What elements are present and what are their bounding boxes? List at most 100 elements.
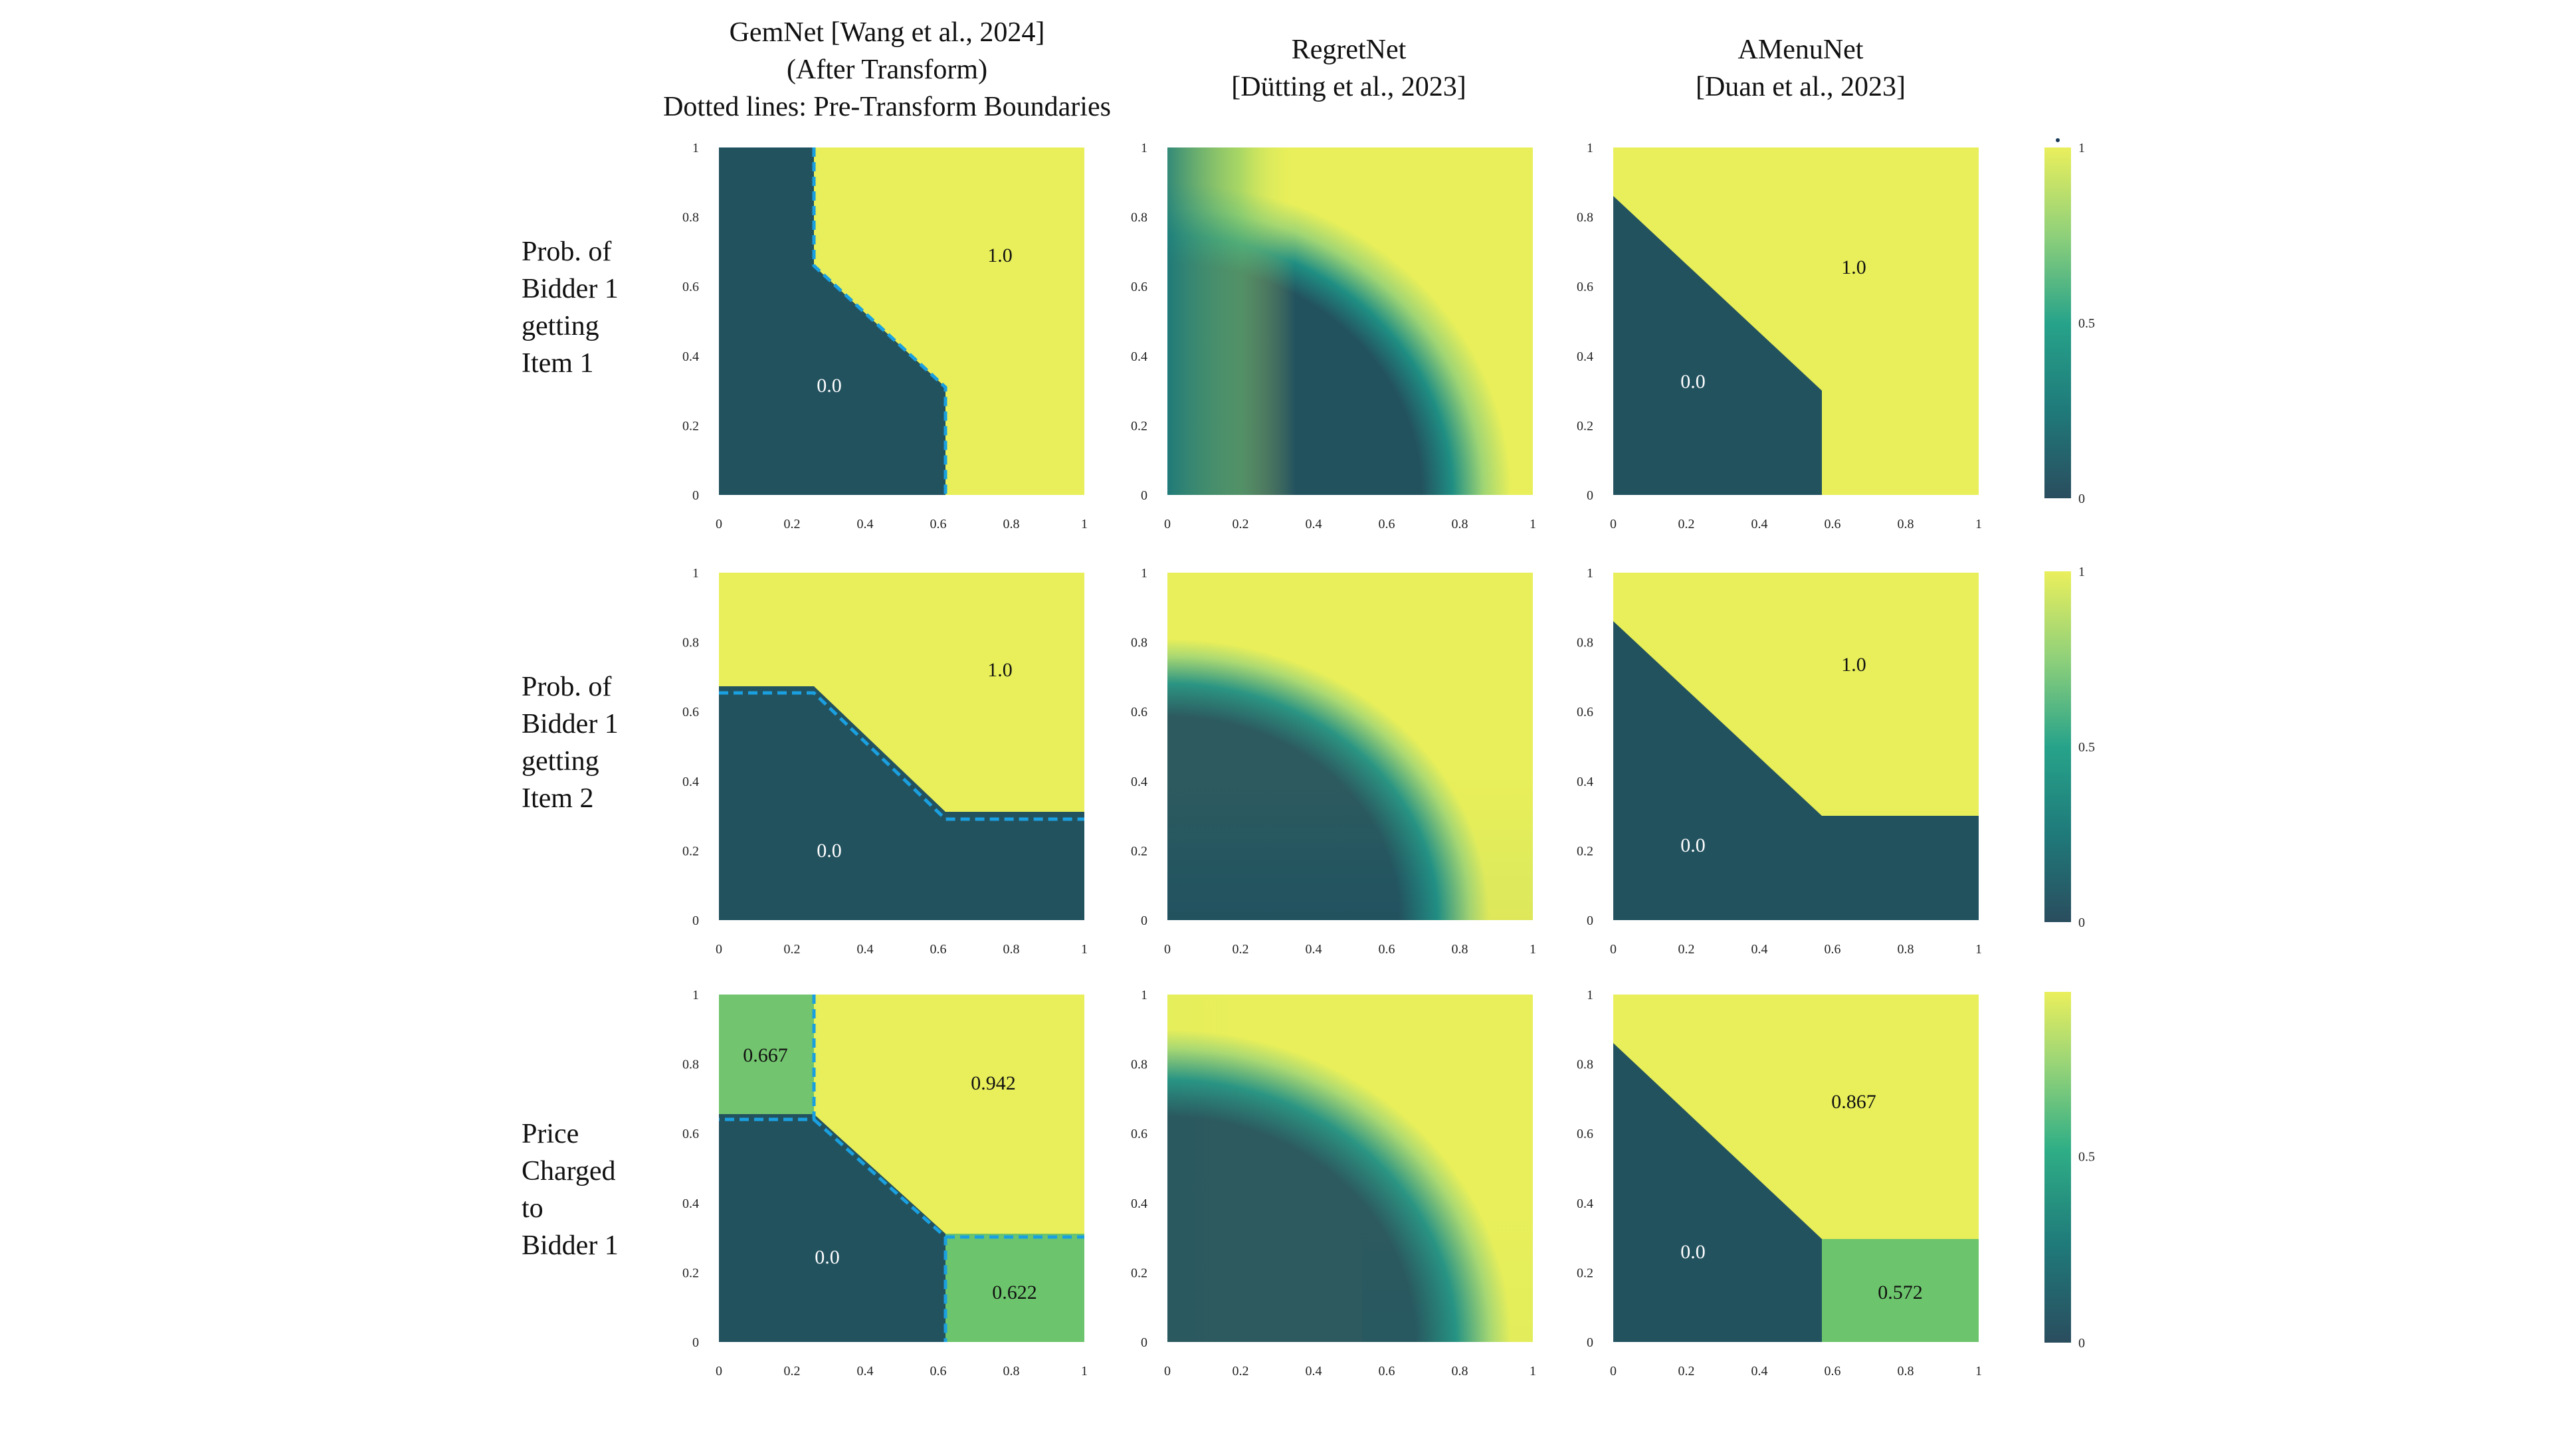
colorbar-tick-label: 0 xyxy=(2078,915,2085,930)
region-mid xyxy=(719,995,814,1114)
smooth-field xyxy=(1167,573,1533,920)
y-tick-label: 0.6 xyxy=(682,705,699,719)
region-label: 1.0 xyxy=(1841,654,1866,676)
x-tick-label: 0.8 xyxy=(1452,942,1468,957)
y-tick-label: 0.6 xyxy=(682,280,699,294)
y-tick-label: 0.2 xyxy=(1131,1266,1147,1280)
y-tick-label: 0.8 xyxy=(682,211,699,225)
colorbar-tick-label: 1 xyxy=(2078,565,2085,579)
region-label: 1.0 xyxy=(987,659,1013,681)
y-tick-label: 0.6 xyxy=(1577,705,1593,719)
y-tick-label: 0.4 xyxy=(682,1196,699,1211)
y-tick-label: 1 xyxy=(1141,988,1147,1002)
y-tick-label: 0 xyxy=(1141,488,1147,503)
row-label-line: Price xyxy=(522,1119,579,1149)
row-label-line: Bidder 1 xyxy=(522,709,619,739)
colorbar-marker xyxy=(2056,138,2060,142)
y-tick-label: 0.8 xyxy=(1577,1058,1593,1072)
y-tick-label: 0.2 xyxy=(682,844,699,858)
y-tick-label: 0.8 xyxy=(1577,211,1593,225)
y-tick-label: 0.6 xyxy=(682,1127,699,1141)
column-title-line: GemNet [Wang et al., 2024] xyxy=(730,17,1045,48)
x-tick-label: 0 xyxy=(1164,1364,1171,1379)
region-label: 0.622 xyxy=(992,1282,1037,1303)
region-label: 0.942 xyxy=(971,1072,1016,1094)
y-tick-label: 0.6 xyxy=(1131,1127,1147,1141)
colorbar xyxy=(2044,147,2071,498)
row-label-line: getting xyxy=(522,746,599,777)
pre-transform-boundary xyxy=(719,691,1084,821)
x-tick-label: 0.6 xyxy=(1825,942,1841,957)
y-tick-label: 0.8 xyxy=(1577,636,1593,650)
x-tick-label: 0 xyxy=(716,1364,722,1379)
row-label-line: to xyxy=(522,1193,544,1224)
region-label: 1.0 xyxy=(987,244,1013,266)
region-label: 0.572 xyxy=(1878,1282,1923,1303)
y-tick-label: 0.2 xyxy=(1577,419,1593,433)
x-tick-label: 0.4 xyxy=(1306,942,1322,957)
y-tick-label: 1 xyxy=(692,141,699,155)
y-tick-label: 0.8 xyxy=(682,636,699,650)
y-tick-label: 0 xyxy=(692,913,699,928)
x-tick-label: 0.2 xyxy=(1678,1364,1695,1379)
region-label: 0.0 xyxy=(815,1246,840,1268)
y-tick-label: 0.2 xyxy=(682,419,699,433)
y-tick-label: 0.4 xyxy=(1577,349,1593,364)
column-title-line: [Duan et al., 2023] xyxy=(1696,72,1906,102)
x-tick-label: 0.2 xyxy=(784,517,801,531)
y-tick-label: 0.6 xyxy=(1131,705,1147,719)
column-title-line: Dotted lines: Pre-Transform Boundaries xyxy=(663,92,1111,122)
x-tick-label: 0.4 xyxy=(1306,1364,1322,1379)
y-tick-label: 1 xyxy=(1141,141,1147,155)
x-tick-label: 0 xyxy=(1164,942,1171,957)
row-label-price: Price Charged to Bidder 1 xyxy=(522,1119,619,1261)
heatmap-amenunet-item1: 1.0 0.0 xyxy=(1613,147,1979,495)
y-tick-label: 0.8 xyxy=(1131,1058,1147,1072)
region-label: 0.867 xyxy=(1831,1091,1876,1113)
y-tick-label: 0 xyxy=(1141,1335,1147,1350)
colorbar-tick-label: 1 xyxy=(2078,141,2085,155)
y-tick-label: 1 xyxy=(692,566,699,581)
x-tick-label: 0.8 xyxy=(1003,517,1020,531)
x-tick-label: 0.2 xyxy=(784,942,801,957)
y-tick-label: 0.2 xyxy=(1131,419,1147,433)
x-tick-label: 0.4 xyxy=(1751,517,1768,531)
x-tick-label: 0.8 xyxy=(1452,517,1468,531)
x-tick-label: 0.6 xyxy=(1379,1364,1395,1379)
region-label: 0.0 xyxy=(817,375,842,397)
colorbar-tick-label: 0.5 xyxy=(2078,316,2095,331)
x-tick-label: 0.2 xyxy=(1233,942,1249,957)
colorbar-tick-label: 0.5 xyxy=(2078,1150,2095,1165)
x-tick-label: 0.4 xyxy=(1306,517,1322,531)
x-tick-label: 0.8 xyxy=(1898,517,1914,531)
x-tick-label: 0.4 xyxy=(1751,942,1768,957)
x-tick-label: 0.6 xyxy=(930,942,947,957)
colorbar-item1 xyxy=(2044,138,2071,498)
region-mid xyxy=(945,1234,1084,1342)
row-label-line: getting xyxy=(522,311,599,341)
y-tick-label: 0.8 xyxy=(1131,636,1147,650)
y-tick-label: 0.4 xyxy=(682,775,699,789)
region-label: 1.0 xyxy=(1841,256,1866,278)
row-label-line: Charged xyxy=(522,1156,616,1187)
row-label-line: Item 2 xyxy=(522,783,593,814)
x-tick-label: 0 xyxy=(1610,517,1617,531)
x-tick-label: 0.2 xyxy=(784,1364,801,1379)
y-tick-label: 0.4 xyxy=(1577,1196,1593,1211)
row-label-line: Bidder 1 xyxy=(522,274,619,304)
y-tick-label: 0 xyxy=(692,1335,699,1350)
y-tick-label: 1 xyxy=(1141,566,1147,581)
region-label: 0.0 xyxy=(1680,371,1706,393)
x-tick-label: 1 xyxy=(1081,1364,1088,1379)
x-tick-label: 0.4 xyxy=(857,1364,874,1379)
column-title-amenunet: AMenuNet [Duan et al., 2023] xyxy=(1696,35,1906,102)
x-tick-label: 0.4 xyxy=(857,942,874,957)
x-tick-label: 1 xyxy=(1530,1364,1536,1379)
region-low xyxy=(1613,1043,1822,1342)
y-tick-label: 0.8 xyxy=(1131,211,1147,225)
region-low xyxy=(1613,196,1822,495)
pre-transform-boundary xyxy=(812,147,947,495)
y-tick-label: 0 xyxy=(1141,913,1147,928)
colorbar xyxy=(2044,992,2071,1343)
x-tick-label: 0.6 xyxy=(1825,1364,1841,1379)
